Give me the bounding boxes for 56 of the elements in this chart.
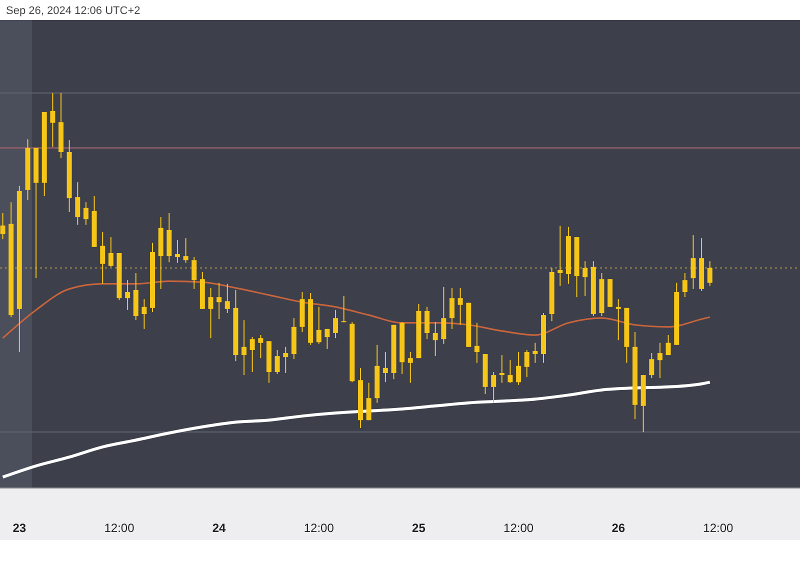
candlestick	[250, 336, 255, 372]
candlestick	[441, 286, 446, 344]
x-tick-label: 12:00	[703, 521, 734, 535]
candlestick	[366, 382, 372, 421]
x-tick-label: 23	[12, 521, 26, 535]
candlestick	[458, 287, 463, 326]
candlestick	[100, 231, 106, 284]
candlestick	[274, 349, 280, 375]
candlestick	[424, 306, 430, 340]
candlestick	[516, 351, 522, 386]
candlestick	[558, 225, 563, 286]
x-tick-label: 25	[412, 521, 426, 535]
candlestick	[491, 371, 496, 404]
candlestick	[682, 272, 688, 298]
candlestick	[324, 328, 330, 350]
candlestick	[125, 280, 130, 310]
chart-title: Sep 26, 2024 12:06 UTC+2	[6, 5, 140, 17]
candlestick	[83, 202, 88, 226]
candlestick	[690, 234, 696, 290]
candlestick	[216, 282, 222, 320]
candlestick	[582, 260, 588, 297]
candlestick	[474, 322, 480, 364]
x-tick-label: 24	[212, 521, 226, 535]
candlestick	[666, 334, 671, 356]
candlestick	[649, 352, 654, 379]
candlestick	[75, 182, 80, 226]
candlestick	[192, 256, 197, 290]
candlestick	[341, 296, 346, 323]
candlestick	[183, 238, 188, 264]
candlestick	[657, 342, 662, 379]
candlestick	[499, 354, 504, 384]
candlestick	[316, 306, 322, 344]
candlestick	[333, 309, 338, 339]
candlestick	[408, 351, 413, 384]
candlestick	[258, 334, 264, 359]
candlestick	[616, 298, 621, 341]
candlestick	[142, 298, 147, 330]
candlestick	[242, 320, 247, 376]
candlestick	[382, 351, 388, 383]
candlestick	[174, 240, 180, 264]
candlestick	[449, 287, 454, 330]
x-tick-label: 12:00	[104, 521, 135, 535]
candlestick	[108, 236, 114, 268]
x-tick-label: 12:00	[304, 521, 334, 535]
candlestick	[50, 92, 56, 148]
candlestick	[508, 360, 513, 384]
candlestick	[283, 346, 288, 374]
candlestick	[0, 212, 6, 240]
candlestick	[208, 287, 214, 339]
candlestick	[524, 349, 530, 378]
candlestick	[532, 342, 538, 364]
x-tick-label: 26	[612, 521, 626, 535]
candlestick	[224, 283, 230, 314]
x-tick-label: 12:00	[504, 521, 534, 535]
candlestick	[707, 260, 712, 286]
candlestick	[432, 322, 438, 357]
